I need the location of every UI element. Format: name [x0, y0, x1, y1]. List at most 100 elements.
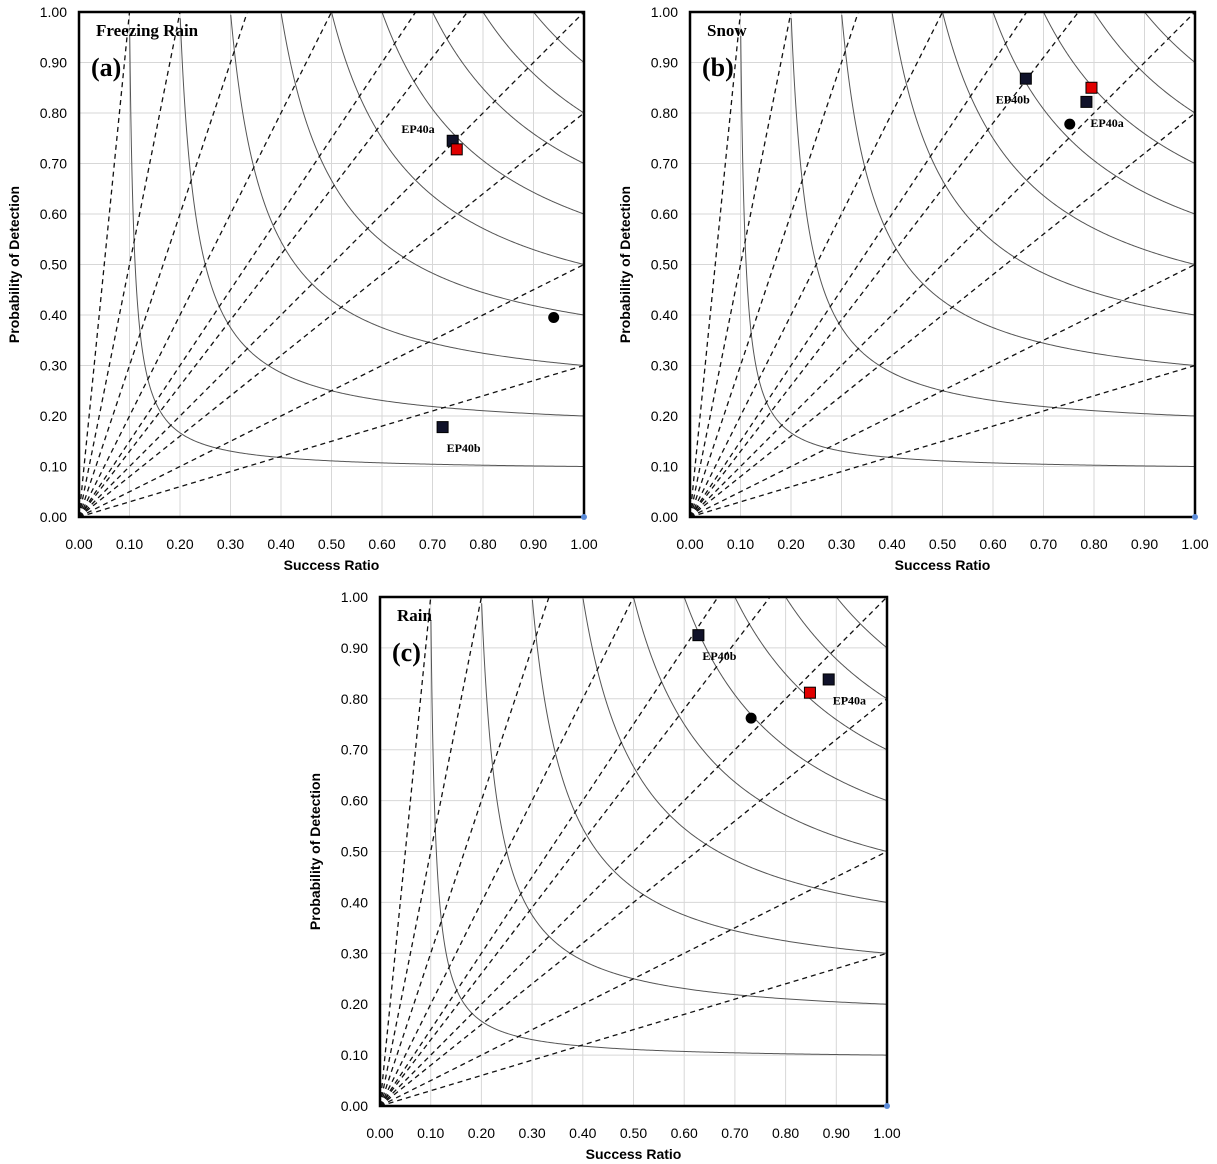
x-axis-label: Success Ratio — [586, 1146, 682, 1162]
x-tick-label: 0.40 — [569, 1125, 596, 1141]
data-point-square — [1019, 72, 1032, 85]
x-tick-label: 0.90 — [823, 1125, 850, 1141]
chart-panel-1: 0.00 0.00 0.10 0.10 0.20 0.20 0.30 0.30 0.40 0.40… — [617, 4, 1209, 573]
csi-curve — [734, 597, 887, 751]
y-tick-label: 0.20 — [40, 408, 67, 424]
x-tick-label: 0.80 — [772, 1125, 799, 1141]
panel-title: Snow — [707, 21, 747, 40]
bias-line — [79, 12, 584, 517]
x-axis-label: Success Ratio — [284, 557, 380, 573]
bias-line — [690, 263, 1195, 517]
y-tick-label: 0.00 — [341, 1098, 368, 1114]
bias-line — [79, 12, 181, 517]
csi-curve — [942, 12, 1195, 265]
x-tick-label: 0.50 — [620, 1125, 647, 1141]
y-tick-label: 0.00 — [651, 509, 678, 525]
y-tick-label: 0.50 — [651, 257, 678, 273]
data-point-label: EP40b — [996, 93, 1030, 107]
y-tick-label: 0.40 — [651, 307, 678, 323]
plot-frame — [378, 595, 889, 1108]
y-tick-label: 0.70 — [651, 156, 678, 172]
csi-curve — [481, 603, 887, 1005]
y-tick-label: 0.80 — [40, 105, 67, 121]
x-tick-label: 0.60 — [671, 1125, 698, 1141]
y-tick-label: 0.90 — [341, 640, 368, 656]
bias-line — [690, 12, 742, 517]
y-tick-label: 1.00 — [341, 589, 368, 605]
x-tick-label: 0.60 — [368, 536, 395, 552]
x-tick-label: 0.10 — [116, 536, 143, 552]
corner-dot — [581, 514, 587, 520]
x-tick-label: 0.50 — [318, 536, 345, 552]
csi-curve — [582, 598, 887, 903]
y-tick-label: 0.90 — [40, 55, 67, 71]
bias-line — [690, 12, 1028, 517]
y-tick-label: 0.70 — [341, 742, 368, 758]
x-tick-label: 0.00 — [366, 1125, 393, 1141]
data-point-square — [803, 686, 816, 699]
csi-curve — [533, 12, 584, 63]
csi-curve — [179, 18, 584, 417]
corner-dot — [1192, 514, 1198, 520]
y-axis-label: Probability of Detection — [307, 773, 323, 930]
x-tick-label: 0.40 — [267, 536, 294, 552]
y-tick-label: 0.30 — [40, 358, 67, 374]
x-tick-label: 0.50 — [929, 536, 956, 552]
x-tick-label: 0.30 — [518, 1125, 545, 1141]
x-tick-label: 0.20 — [166, 536, 193, 552]
chart-panel-2: 0.00 0.00 0.10 0.10 0.20 0.20 0.30 0.30 0.40 0.40… — [307, 589, 901, 1162]
bias-line — [380, 850, 887, 1106]
x-tick-label: 0.70 — [419, 536, 446, 552]
csi-curve — [740, 35, 1195, 467]
bias-line — [380, 597, 887, 1106]
data-point-circle — [1064, 118, 1076, 130]
bias-line — [690, 364, 1195, 517]
y-tick-label: 0.80 — [651, 105, 678, 121]
data-point-label: EP40b — [447, 441, 481, 455]
x-tick-label: 0.90 — [1131, 536, 1158, 552]
bias-line — [690, 12, 859, 517]
csi-curve — [1144, 12, 1195, 63]
bias-line — [380, 597, 483, 1106]
y-tick-label: 0.60 — [341, 793, 368, 809]
csi-curve — [331, 12, 584, 265]
csi-curve — [633, 597, 887, 852]
y-tick-label: 0.50 — [341, 844, 368, 860]
csi-curve — [1093, 12, 1195, 114]
x-tick-label: 0.90 — [520, 536, 547, 552]
y-tick-label: 0.10 — [651, 459, 678, 475]
x-tick-label: 0.00 — [65, 536, 92, 552]
bias-line — [79, 12, 468, 517]
data-point-circle — [548, 312, 560, 324]
x-tick-label: 1.00 — [873, 1125, 900, 1141]
csi-curve — [836, 597, 887, 649]
data-point-square — [822, 673, 835, 686]
csi-curve — [230, 14, 584, 366]
panel-title: Freezing Rain — [96, 21, 199, 40]
x-tick-label: 0.70 — [721, 1125, 748, 1141]
bias-line — [380, 597, 432, 1106]
y-tick-label: 0.00 — [40, 509, 67, 525]
bias-line — [380, 597, 635, 1106]
panel-letter: (c) — [392, 638, 421, 667]
bias-line — [79, 12, 131, 517]
y-axis-label: Probability of Detection — [617, 186, 633, 343]
bias-line — [79, 263, 584, 517]
data-point-circle — [745, 712, 757, 724]
csi-curve — [482, 12, 584, 114]
data-point-square — [692, 629, 705, 642]
x-axis-label: Success Ratio — [895, 557, 991, 573]
bias-line — [79, 12, 248, 517]
data-point-label: EP40a — [833, 693, 866, 707]
bias-line — [380, 597, 719, 1106]
y-tick-label: 0.70 — [40, 156, 67, 172]
csi-curve — [129, 35, 584, 467]
x-tick-label: 0.60 — [979, 536, 1006, 552]
data-point-square — [1085, 81, 1098, 94]
y-tick-label: 0.20 — [651, 408, 678, 424]
y-tick-label: 0.80 — [341, 691, 368, 707]
corner-dot — [884, 1103, 890, 1109]
x-tick-label: 0.30 — [217, 536, 244, 552]
panel-letter: (b) — [702, 53, 734, 82]
